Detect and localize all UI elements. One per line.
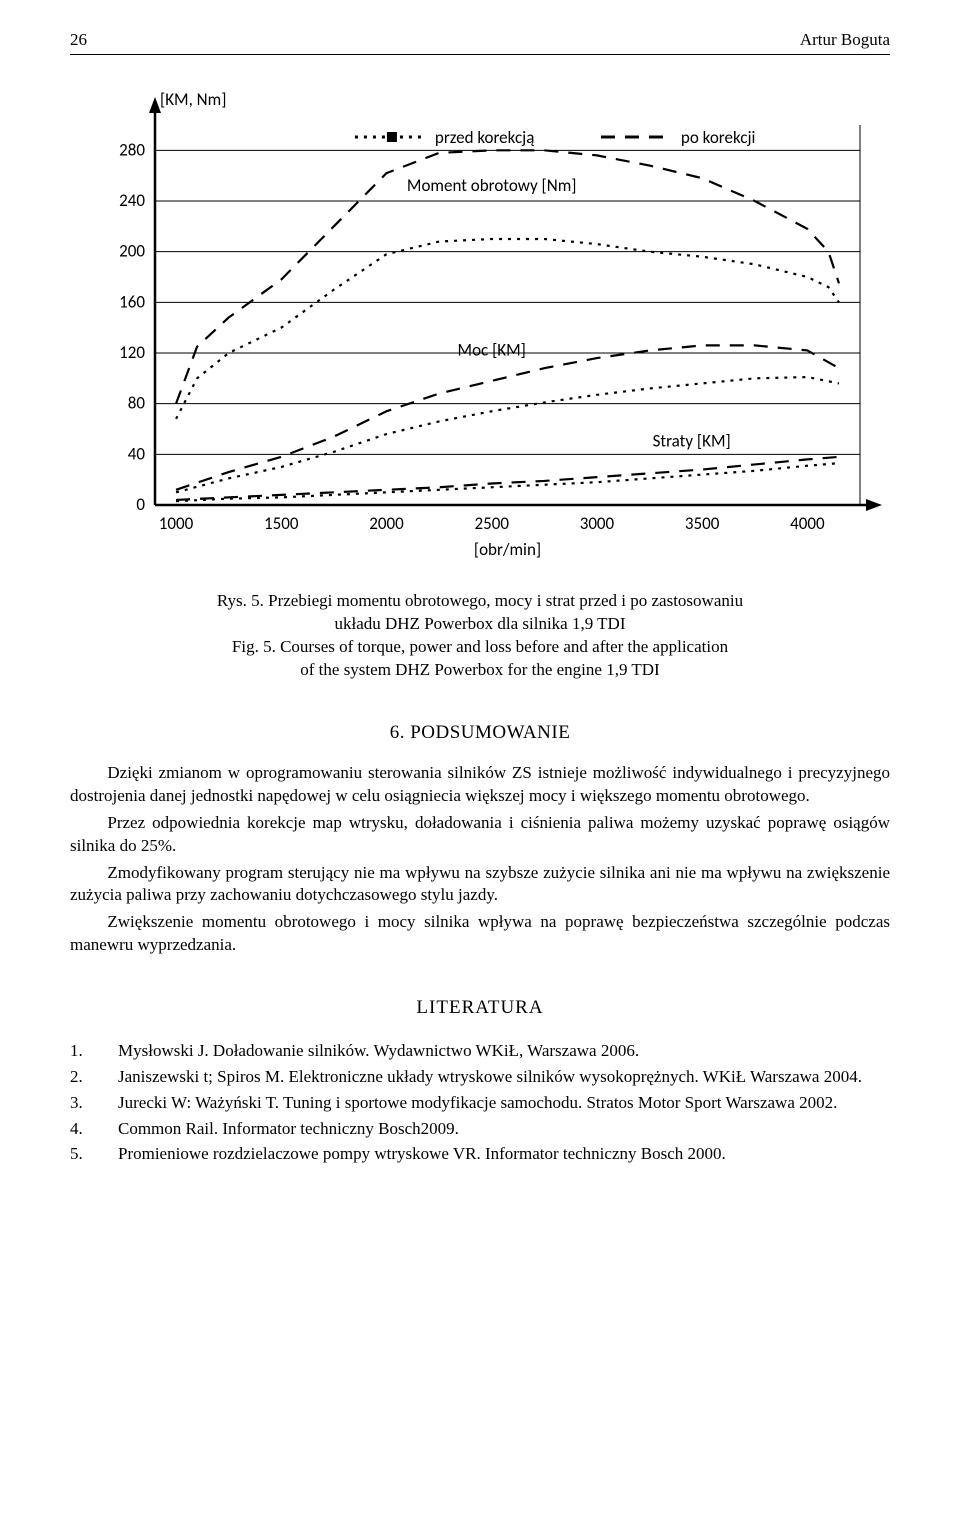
reference-text: Jurecki W: Ważyński T. Tuning i sportowe… xyxy=(118,1091,837,1115)
header-rule xyxy=(70,54,890,55)
svg-text:przed korekcją: przed korekcją xyxy=(435,127,534,148)
caption-line: Rys. 5. Przebiegi momentu obrotowego, mo… xyxy=(217,591,743,610)
svg-text:2000: 2000 xyxy=(369,513,404,534)
reference-item: Janiszewski t; Spiros M. Elektroniczne u… xyxy=(70,1065,890,1089)
svg-text:280: 280 xyxy=(119,139,145,160)
svg-text:80: 80 xyxy=(128,393,146,414)
reference-list: Mysłowski J. Doładowanie silników. Wydaw… xyxy=(70,1039,890,1166)
svg-text:Moment obrotowy [Nm]: Moment obrotowy [Nm] xyxy=(407,175,577,196)
running-author: Artur Boguta xyxy=(800,30,890,50)
body-paragraph: Zwiększenie momentu obrotowego i mocy si… xyxy=(70,911,890,957)
engine-chart: 0 40 80 120 160 200 240 280 1000 1500 2000 2500 3000… xyxy=(70,85,890,570)
body-paragraph: Zmodyfikowany program sterujący nie ma w… xyxy=(70,862,890,908)
svg-text:1500: 1500 xyxy=(264,513,299,534)
reference-item: Promieniowe rozdzielaczowe pompy wtrysko… xyxy=(70,1142,890,1166)
svg-text:40: 40 xyxy=(128,443,146,464)
figure-caption: Rys. 5. Przebiegi momentu obrotowego, mo… xyxy=(120,590,840,682)
svg-text:Moc [KM]: Moc [KM] xyxy=(458,340,526,361)
svg-text:po korekcji: po korekcji xyxy=(681,127,756,148)
reference-item: Mysłowski J. Doładowanie silników. Wydaw… xyxy=(70,1039,890,1063)
literature-heading: LITERATURA xyxy=(70,997,890,1019)
page-number: 26 xyxy=(70,30,87,50)
chart-svg: 0 40 80 120 160 200 240 280 1000 1500 2000 2500 3000… xyxy=(70,85,890,565)
svg-text:1000: 1000 xyxy=(159,513,194,534)
svg-text:Straty [KM]: Straty [KM] xyxy=(653,431,731,452)
svg-text:4000: 4000 xyxy=(790,513,825,534)
svg-text:240: 240 xyxy=(119,190,145,211)
svg-text:[KM, Nm]: [KM, Nm] xyxy=(160,89,226,110)
reference-text: Janiszewski t; Spiros M. Elektroniczne u… xyxy=(118,1065,862,1089)
svg-text:3500: 3500 xyxy=(685,513,720,534)
svg-text:160: 160 xyxy=(119,291,145,312)
reference-item: Common Rail. Informator techniczny Bosch… xyxy=(70,1117,890,1141)
svg-text:200: 200 xyxy=(119,241,145,262)
svg-text:[obr/min]: [obr/min] xyxy=(474,539,541,560)
reference-text: Promieniowe rozdzielaczowe pompy wtrysko… xyxy=(118,1142,726,1166)
reference-text: Common Rail. Informator techniczny Bosch… xyxy=(118,1117,459,1141)
body-paragraph: Dzięki zmianom w oprogramowaniu sterowan… xyxy=(70,762,890,808)
reference-text: Mysłowski J. Doładowanie silników. Wydaw… xyxy=(118,1039,639,1063)
svg-text:120: 120 xyxy=(119,342,145,363)
caption-line: Fig. 5. Courses of torque, power and los… xyxy=(232,637,728,656)
svg-text:2500: 2500 xyxy=(474,513,509,534)
svg-text:3000: 3000 xyxy=(580,513,615,534)
reference-item: Jurecki W: Ważyński T. Tuning i sportowe… xyxy=(70,1091,890,1115)
body-paragraph: Przez odpowiednia korekcje map wtrysku, … xyxy=(70,812,890,858)
section-heading: 6. PODSUMOWANIE xyxy=(70,722,890,744)
svg-text:0: 0 xyxy=(136,494,145,515)
caption-line: układu DHZ Powerbox dla silnika 1,9 TDI xyxy=(334,614,625,633)
caption-line: of the system DHZ Powerbox for the engin… xyxy=(300,660,659,679)
